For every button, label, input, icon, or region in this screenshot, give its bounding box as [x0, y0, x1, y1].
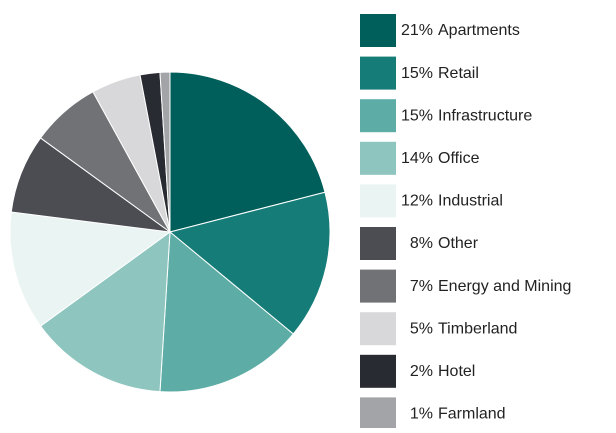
legend-value: 7% — [410, 278, 433, 295]
legend-value: 15% — [401, 65, 433, 82]
legend-swatch — [360, 397, 396, 431]
legend-value: 1% — [410, 406, 433, 423]
legend-swatch — [360, 184, 396, 218]
legend-value: 8% — [410, 235, 433, 252]
legend-label: Infrastructure — [438, 107, 532, 124]
legend-value: 21% — [401, 22, 433, 39]
legend-swatch — [360, 312, 396, 346]
legend-swatch — [360, 269, 396, 303]
pie-slice — [159, 71, 171, 233]
pie-slice — [9, 211, 172, 327]
legend-value: 15% — [401, 107, 433, 124]
legend-swatch — [360, 227, 396, 260]
legend-label: Timberland — [438, 320, 517, 337]
legend-value: 12% — [401, 193, 433, 210]
pie-slice — [159, 230, 294, 393]
legend-label: Hotel — [438, 363, 475, 380]
legend-label: Energy and Mining — [438, 278, 571, 295]
legend-label: Industrial — [438, 193, 503, 210]
pie-slice — [169, 71, 326, 233]
legend-label: Retail — [438, 65, 479, 82]
legend-swatch — [360, 141, 396, 175]
legend-swatch — [360, 99, 396, 133]
legend-value: 14% — [401, 150, 433, 167]
legend-label: Farmland — [438, 406, 506, 423]
legend-label: Apartments — [438, 22, 520, 39]
pie-slice — [39, 230, 171, 393]
legend-swatch — [360, 354, 396, 388]
legend-swatch — [360, 14, 396, 47]
legend-value: 5% — [410, 320, 433, 337]
pie-slice — [168, 191, 331, 335]
legend-label: Office — [438, 150, 480, 167]
legend-swatch — [360, 56, 396, 90]
legend-value: 2% — [410, 363, 433, 380]
legend-label: Other — [438, 235, 479, 252]
